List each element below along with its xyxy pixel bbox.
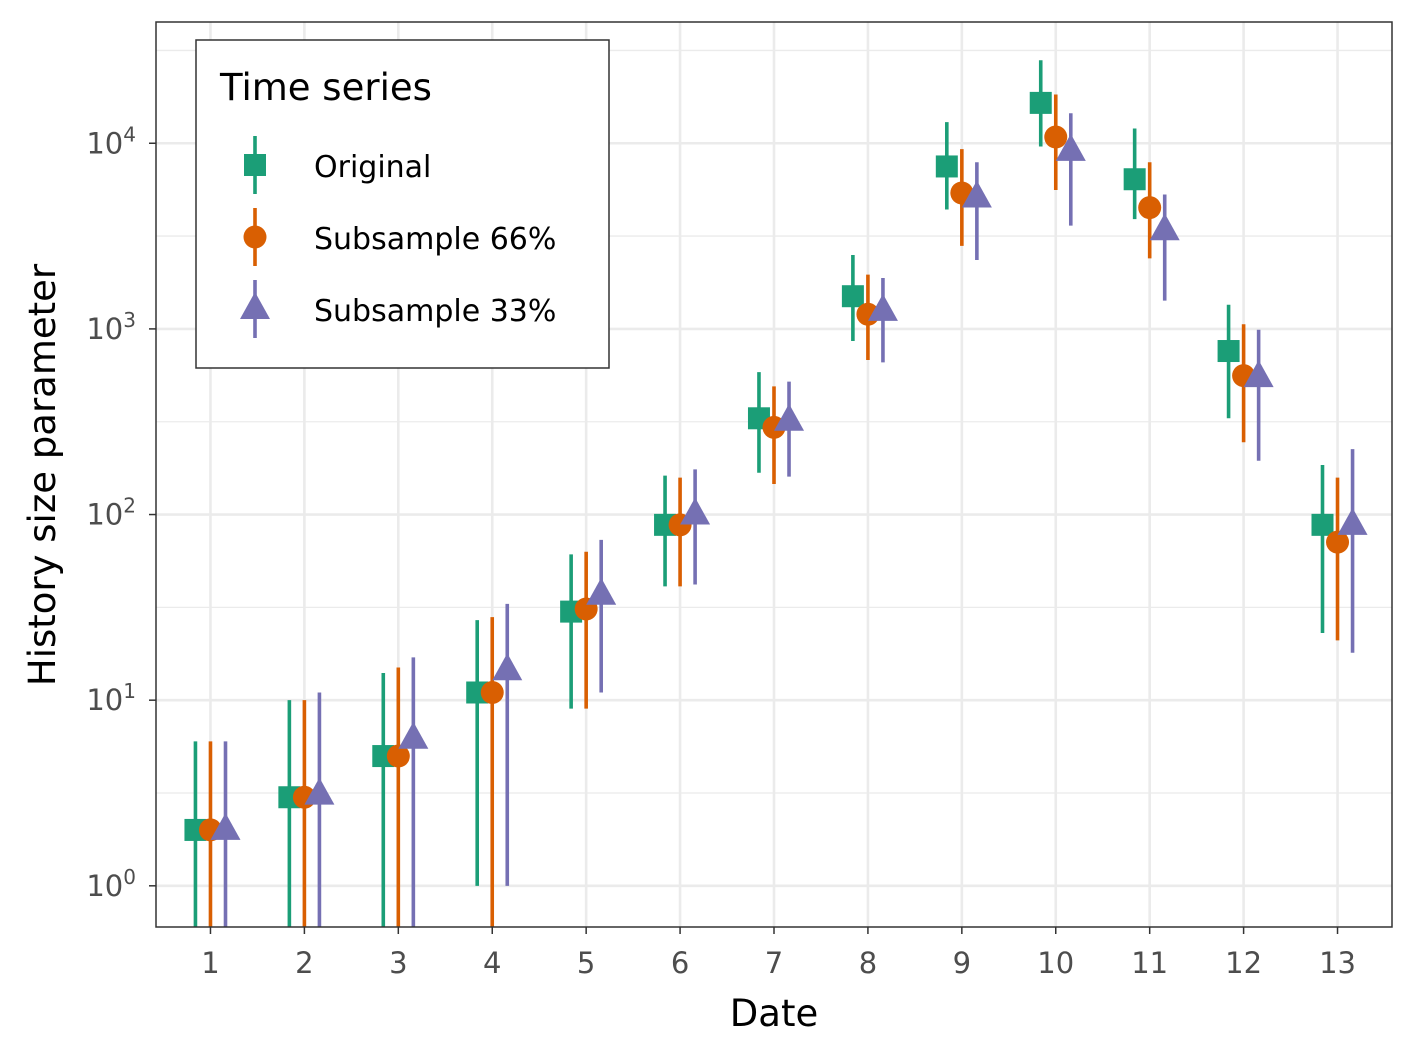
y-axis: 100 101 102 103 104	[86, 122, 156, 903]
x-tick-label: 3	[389, 946, 407, 980]
x-tick-label: 10	[1037, 946, 1074, 980]
point-marker	[1326, 530, 1350, 554]
legend-keys	[240, 136, 270, 338]
x-tick-label: 7	[765, 946, 783, 980]
legend-key-circle-icon	[243, 225, 267, 249]
series-circle	[198, 94, 1350, 927]
point-marker	[304, 777, 335, 805]
x-axis: 1 2 3 4 5 6 7 8 9 10 11 12 13	[201, 927, 1356, 980]
point-marker	[1029, 91, 1052, 114]
legend-key-square-icon	[244, 154, 266, 176]
legend: Time series Original Subsample 66% Subsa…	[195, 39, 610, 369]
point-marker	[1149, 213, 1180, 241]
point-marker	[1217, 340, 1240, 363]
point-marker	[1337, 507, 1368, 535]
point-marker	[386, 744, 410, 768]
point-marker	[774, 403, 805, 431]
x-tick-label: 4	[483, 946, 501, 980]
point-marker	[680, 497, 711, 525]
x-tick-label: 6	[671, 946, 689, 980]
point-marker	[1055, 133, 1086, 161]
y-tick-label: 102	[86, 494, 136, 532]
x-axis-title: Date	[730, 992, 818, 1035]
x-tick-label: 2	[295, 946, 313, 980]
legend-key-triangle-icon	[240, 292, 270, 319]
series-triangle	[210, 113, 1368, 927]
point-marker	[398, 721, 429, 749]
x-tick-label: 12	[1225, 946, 1262, 980]
x-tick-label: 13	[1319, 946, 1356, 980]
point-marker	[492, 653, 523, 681]
point-marker	[480, 680, 504, 704]
y-tick-label: 101	[86, 679, 136, 717]
y-tick-label: 100	[86, 865, 136, 903]
y-tick-label: 103	[86, 308, 136, 346]
legend-label-original: Original	[314, 150, 431, 185]
legend-title: Time series	[219, 66, 432, 109]
y-tick-label: 104	[86, 122, 136, 160]
point-marker	[867, 293, 898, 321]
point-marker	[935, 155, 958, 178]
point-marker	[210, 812, 241, 840]
legend-label-subsample-66: Subsample 66%	[314, 222, 556, 257]
y-axis-title: History size parameter	[21, 263, 64, 686]
point-marker	[1311, 513, 1334, 536]
x-tick-label: 8	[859, 946, 877, 980]
point-marker	[586, 577, 617, 605]
legend-label-subsample-33: Subsample 33%	[314, 294, 556, 329]
point-marker	[961, 180, 992, 208]
point-marker	[1138, 196, 1162, 220]
point-marker	[1243, 360, 1274, 388]
x-tick-label: 1	[201, 946, 219, 980]
point-marker	[1123, 168, 1146, 191]
point-marker	[1044, 125, 1068, 149]
x-tick-label: 11	[1131, 946, 1168, 980]
x-tick-label: 5	[577, 946, 595, 980]
x-tick-label: 9	[953, 946, 971, 980]
point-marker	[841, 285, 864, 308]
